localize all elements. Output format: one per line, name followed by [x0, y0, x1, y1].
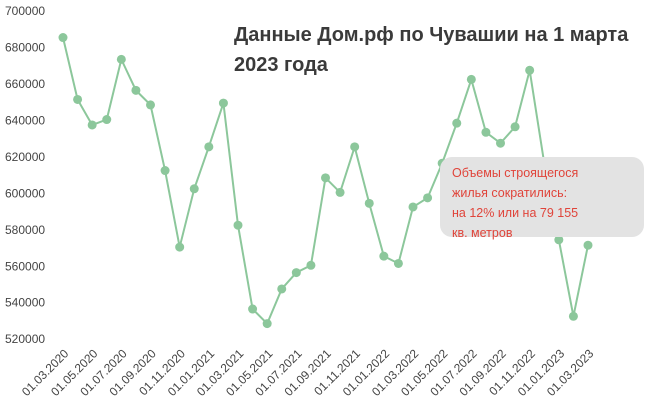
point — [525, 65, 535, 75]
point — [218, 98, 228, 108]
point — [496, 138, 505, 148]
point — [146, 100, 155, 110]
point — [554, 235, 564, 245]
point — [233, 220, 243, 230]
point — [350, 142, 360, 152]
point — [160, 166, 170, 176]
point — [321, 173, 330, 183]
y-tick-label: 560000 — [5, 259, 45, 273]
y-tick-label: 700000 — [5, 4, 45, 18]
y-tick-label: 680000 — [5, 41, 45, 55]
point — [262, 319, 272, 329]
point — [204, 142, 214, 152]
point — [568, 311, 578, 321]
point — [510, 122, 520, 132]
y-tick-label: 540000 — [5, 296, 45, 310]
annotation-line: Объемы строящегося — [452, 166, 579, 180]
y-tick-label: 600000 — [5, 186, 45, 200]
point — [393, 258, 403, 268]
point — [248, 304, 258, 314]
point — [583, 240, 593, 250]
point — [58, 33, 68, 43]
point — [291, 268, 301, 278]
point — [466, 74, 476, 84]
point — [364, 198, 374, 208]
y-tick-label: 640000 — [5, 114, 45, 128]
point — [73, 94, 83, 104]
point — [379, 251, 389, 261]
y-tick-label: 580000 — [5, 223, 45, 237]
y-tick-label: 520000 — [5, 332, 45, 346]
point — [277, 284, 287, 294]
point — [306, 260, 316, 270]
point — [481, 127, 491, 137]
chart-title: Данные Дом.рф по Чувашии на 1 марта 2023… — [234, 24, 629, 76]
point — [116, 54, 126, 64]
annotation: Объемы строящегося жилья сократились: на 1… — [440, 157, 644, 240]
point — [131, 85, 141, 95]
point — [87, 120, 97, 130]
annotation-line: жилья сократились: — [452, 186, 568, 200]
point — [452, 118, 462, 128]
point — [102, 115, 112, 125]
point — [189, 184, 199, 194]
y-tick-label: 660000 — [5, 77, 45, 91]
y-tick-label: 620000 — [5, 150, 45, 164]
annotation-line: кв. метров — [452, 226, 513, 240]
annotation-line: на 12% или на 79 155 — [452, 206, 579, 220]
point — [408, 202, 418, 212]
point — [423, 193, 433, 203]
point — [335, 187, 345, 197]
point — [175, 242, 185, 252]
